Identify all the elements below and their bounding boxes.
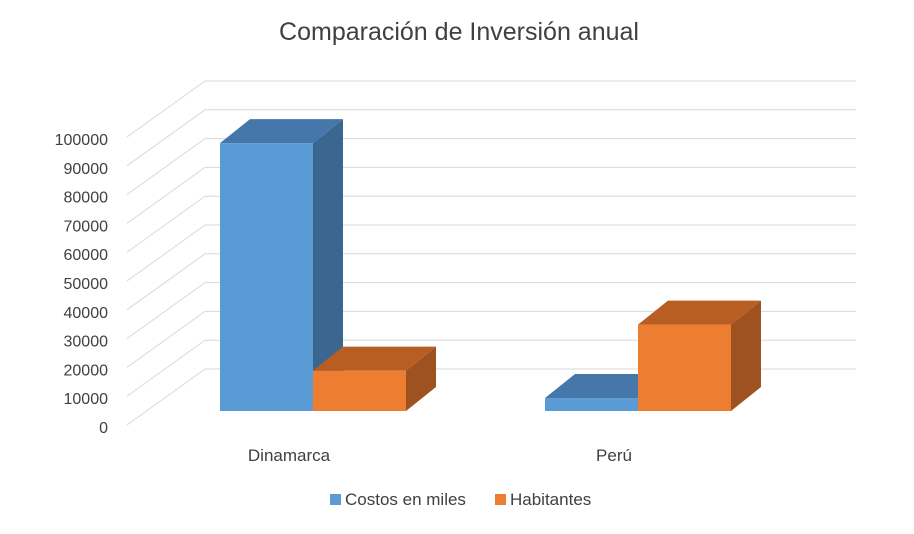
bar-front — [545, 398, 638, 411]
legend-swatch — [330, 494, 341, 505]
y-tick-label: 40000 — [64, 305, 109, 322]
gridlines — [126, 80, 856, 426]
bar-front — [313, 370, 406, 411]
gridline — [126, 80, 856, 138]
chart-title: Comparación de Inversión anual — [279, 18, 639, 46]
y-tick-label: 90000 — [64, 161, 109, 178]
legend-item: Habitantes — [495, 490, 591, 509]
bar-costos-0 — [220, 119, 343, 411]
bar-side — [313, 119, 343, 411]
x-axis-ticks: Dinamarca Perú — [248, 446, 632, 465]
gridline — [126, 310, 856, 368]
bar-habitantes-0 — [313, 346, 436, 411]
gridline — [126, 282, 856, 340]
y-tick-label: 10000 — [64, 391, 109, 408]
x-tick-label: Dinamarca — [248, 446, 331, 465]
gridline — [126, 224, 856, 282]
gridline — [126, 138, 856, 196]
bar-side — [406, 346, 436, 411]
gridline — [126, 253, 856, 311]
bar-top — [220, 119, 343, 144]
y-tick-label: 0 — [99, 420, 108, 437]
y-tick-label: 80000 — [64, 190, 109, 207]
y-tick-label: 30000 — [64, 334, 109, 351]
gridline — [126, 195, 856, 253]
legend-label: Habitantes — [510, 490, 591, 509]
y-tick-label: 100000 — [55, 132, 108, 149]
gridline — [126, 109, 856, 167]
bar-front — [220, 143, 313, 411]
y-tick-label: 20000 — [64, 362, 109, 379]
bars — [220, 119, 761, 411]
bar-top — [313, 346, 436, 371]
legend-item: Costos en miles — [330, 490, 466, 509]
legend-swatch — [495, 494, 506, 505]
bar-top — [545, 374, 668, 399]
legend: Costos en miles Habitantes — [330, 490, 591, 509]
gridline — [126, 166, 856, 224]
legend-label: Costos en miles — [345, 490, 466, 509]
y-tick-label: 70000 — [64, 218, 109, 235]
y-axis-ticks: 0 10000 20000 30000 40000 50000 60000 70000 8000… — [55, 132, 108, 437]
y-tick-label: 50000 — [64, 276, 109, 293]
x-tick-label: Perú — [596, 446, 632, 465]
bar-side — [731, 300, 761, 411]
bar-top — [638, 300, 761, 325]
bar-habitantes-1 — [638, 300, 761, 411]
bar-front — [638, 324, 731, 411]
y-tick-label: 60000 — [64, 247, 109, 264]
